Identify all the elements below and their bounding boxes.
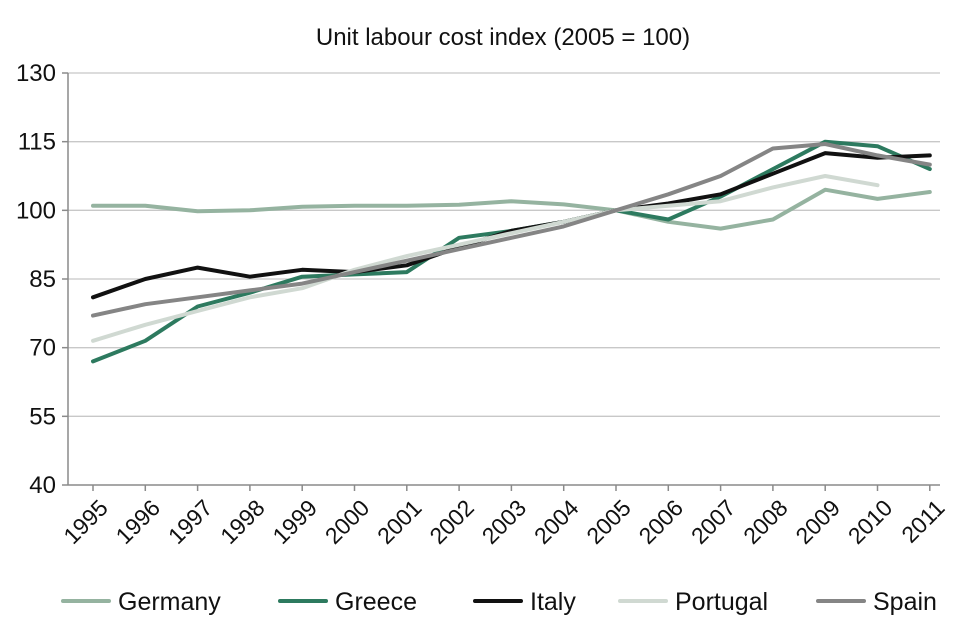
- x-tick-label: 2009: [790, 494, 845, 549]
- legend: Germany Greece Italy Portugal Spain: [61, 588, 937, 616]
- series-line-greece: [91, 139, 932, 364]
- x-tick-label: 2006: [634, 494, 689, 549]
- chart-title: Unit labour cost index (2005 = 100): [316, 24, 690, 51]
- y-axis-ticks: 40 55 70 85 100 115 130: [16, 60, 56, 499]
- x-tick-label: 2011: [896, 494, 949, 547]
- x-tick-label: 2002: [424, 494, 479, 549]
- y-tick-label: 115: [18, 129, 56, 156]
- x-tick-label: 2005: [581, 494, 636, 549]
- y-tick-label: 85: [29, 266, 56, 293]
- series-line-spain: [91, 142, 932, 318]
- legend-label: Germany: [118, 588, 221, 616]
- series-lines: [91, 139, 932, 364]
- x-tick-label: 1995: [58, 494, 113, 549]
- legend-label: Spain: [873, 588, 937, 616]
- y-tick-label: 100: [16, 197, 56, 224]
- axes: [62, 72, 940, 491]
- x-tick-label: 1998: [215, 494, 270, 549]
- legend-label: Greece: [335, 588, 417, 616]
- x-tick-label: 2003: [477, 494, 532, 549]
- y-tick-label: 55: [29, 403, 56, 430]
- series-line-portugal: [91, 174, 880, 343]
- x-tick-label: 1999: [267, 494, 322, 549]
- x-tick-label: 2008: [738, 494, 793, 549]
- x-tick-label: 2004: [529, 494, 584, 549]
- legend-label: Portugal: [675, 588, 768, 616]
- y-tick-label: 70: [29, 335, 56, 362]
- series-line-italy: [91, 151, 932, 300]
- x-tick-label: 2007: [686, 494, 741, 549]
- gridlines: [68, 72, 940, 417]
- y-tick-label: 130: [16, 60, 56, 87]
- x-axis-ticks: 1995199619971998199920002001200220032004…: [58, 494, 949, 549]
- y-tick-label: 40: [29, 472, 56, 499]
- x-tick-label: 2001: [372, 494, 427, 549]
- x-tick-label: 2000: [320, 494, 375, 549]
- series-line-germany: [91, 187, 932, 231]
- x-tick-label: 1996: [111, 494, 166, 549]
- legend-label: Italy: [530, 588, 576, 616]
- x-tick-label: 2010: [843, 494, 898, 549]
- x-tick-label: 1997: [163, 494, 218, 549]
